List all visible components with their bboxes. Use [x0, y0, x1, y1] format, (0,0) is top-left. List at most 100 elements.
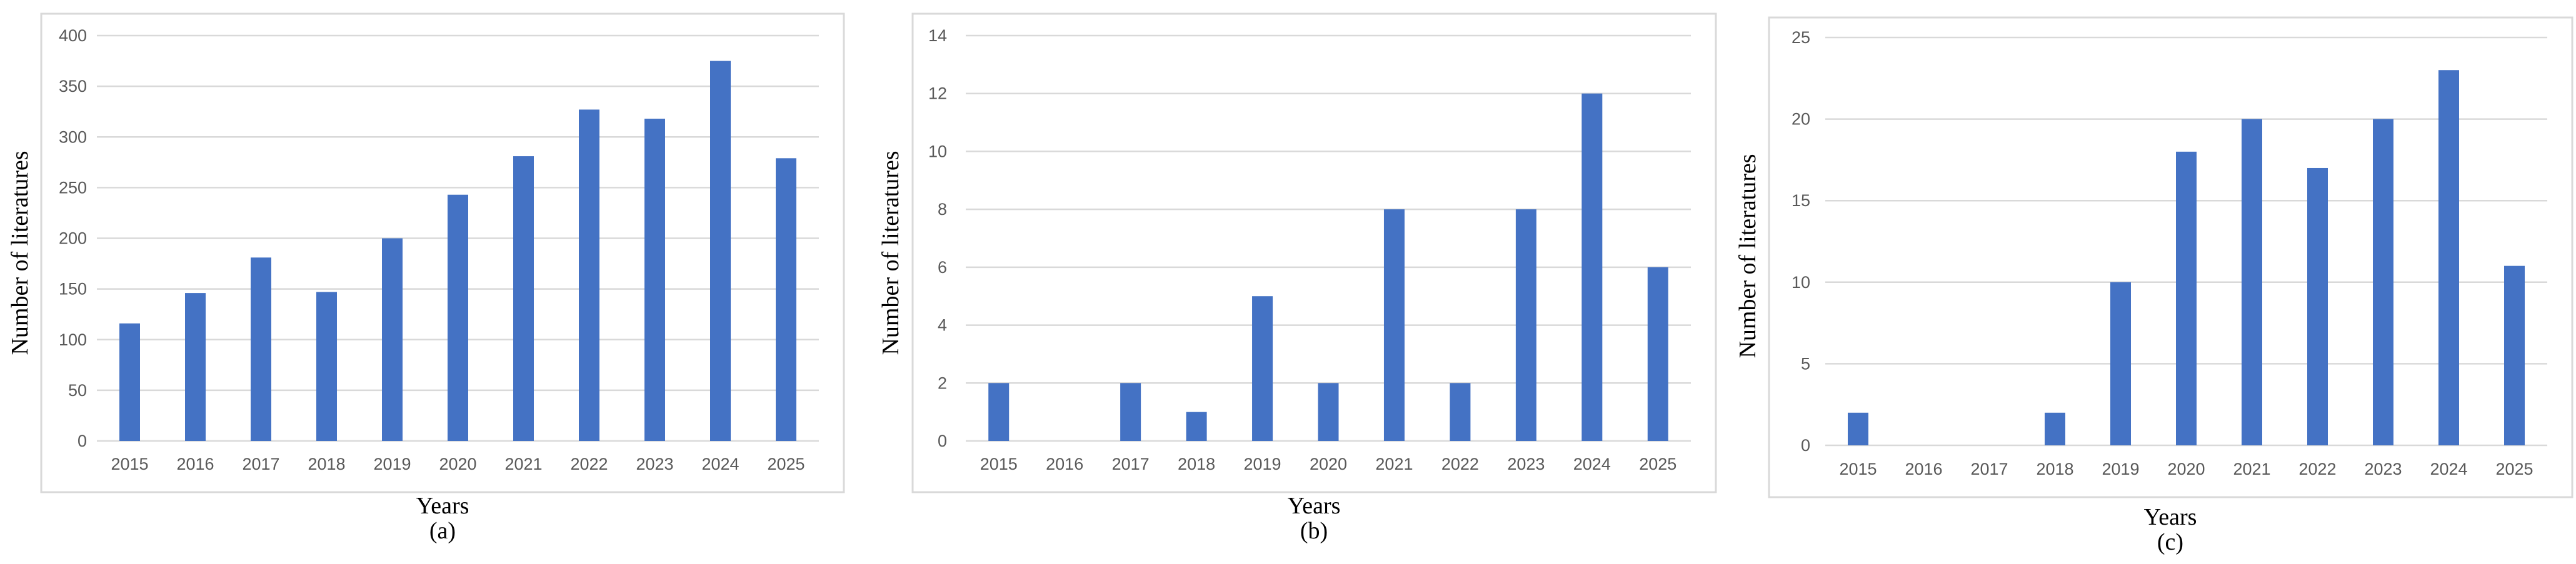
chart-c-bar-2018	[2045, 412, 2065, 445]
chart-b-bar-2022	[1450, 383, 1471, 441]
chart-c-frame	[1768, 16, 2573, 498]
chart-c-x-tick-label: 2023	[2364, 460, 2402, 478]
chart-a-bar-2024	[710, 61, 731, 441]
chart-c-bars	[1848, 70, 2525, 446]
chart-b-y-tick-label: 12	[928, 84, 947, 103]
chart-b-bar-2015	[988, 383, 1010, 441]
chart-b-y-ticks: 0 2 4 6 8 10 12 14	[928, 26, 947, 450]
chart-panel-b: 0 2 4 6 8 10 12 14 2015 2016 2017 2018 2019 2020 2021…	[878, 12, 1717, 544]
chart-c-bar-2015	[1848, 412, 1868, 445]
chart-c-x-tick-label: 2024	[2430, 460, 2467, 478]
chart-a-bar-2023	[644, 119, 665, 442]
chart-a-bar-2015	[119, 323, 140, 441]
chart-b-bar-2023	[1515, 209, 1536, 441]
chart-c-y-axis-title: Number of literatures	[1735, 154, 1761, 358]
chart-b-x-tick-label: 2022	[1441, 455, 1479, 473]
chart-c-panel-label: (c)	[2157, 529, 2183, 555]
chart-a-y-tick-label: 0	[78, 432, 87, 450]
chart-a-bar-2019	[382, 238, 403, 441]
chart-a-y-axis-title: Number of literatures	[7, 151, 33, 355]
chart-b-y-tick-label: 2	[938, 374, 947, 392]
chart-b-bar-2024	[1581, 93, 1603, 441]
chart-c-bar-2022	[2307, 167, 2328, 445]
chart-a-x-tick-label: 2023	[636, 455, 673, 473]
chart-a-x-tick-label: 2016	[176, 455, 214, 473]
chart-c-y-ticks: 0 5 10 15 20 25	[1792, 28, 1810, 455]
chart-b-bar-2020	[1318, 383, 1339, 441]
chart-c-bar-2019	[2110, 282, 2131, 445]
chart-a-bar-2017	[251, 257, 271, 441]
chart-c-x-tick-label: 2018	[2036, 460, 2073, 478]
chart-c-y-tick-label: 25	[1792, 28, 1810, 47]
chart-a-x-tick-label: 2022	[570, 455, 608, 473]
chart-c-bar-2021	[2242, 119, 2262, 446]
chart-c-y-tick-label: 10	[1792, 273, 1810, 292]
chart-b-x-tick-label: 2017	[1112, 455, 1150, 473]
chart-a-y-ticks: 0 50 100 150 200 250 300 350 400	[59, 26, 87, 450]
chart-b-bar-2025	[1647, 267, 1668, 441]
chart-a-x-tick-label: 2015	[111, 455, 148, 473]
chart-c-bar-2020	[2176, 151, 2197, 445]
chart-c-y-tick-label: 0	[1801, 436, 1810, 455]
chart-c-x-tick-label: 2016	[1905, 460, 1942, 478]
chart-a-x-tick-label: 2021	[504, 455, 542, 473]
chart-a-bar-2025	[776, 158, 796, 441]
chart-b-y-tick-label: 6	[938, 258, 947, 277]
chart-c-y-tick-label: 20	[1792, 110, 1810, 129]
chart-b-bar-2021	[1383, 209, 1405, 441]
chart-c-x-axis-title: Years	[2144, 504, 2197, 530]
chart-a-bar-2021	[513, 156, 534, 441]
chart-b-x-tick-label: 2019	[1244, 455, 1281, 473]
chart-a-y-tick-label: 300	[59, 127, 87, 146]
chart-a-x-tick-label: 2025	[767, 455, 804, 473]
chart-c-x-tick-label: 2017	[1970, 460, 2008, 478]
chart-a-y-tick-label: 250	[59, 178, 87, 197]
chart-b-y-tick-label: 10	[928, 142, 947, 161]
chart-a-x-tick-label: 2024	[701, 455, 739, 473]
chart-a-x-ticks: 2015 2016 2017 2018 2019 2020 2021 2022 2023 2024…	[111, 455, 804, 473]
chart-a-y-tick-label: 350	[59, 77, 87, 96]
chart-c-y-tick-label: 15	[1792, 191, 1810, 210]
chart-b-x-axis-title: Years	[1288, 493, 1341, 519]
chart-a-x-tick-label: 2019	[373, 455, 411, 473]
chart-a-y-tick-label: 50	[68, 381, 87, 400]
chart-c-x-tick-label: 2021	[2233, 460, 2270, 478]
chart-b-y-tick-label: 8	[938, 200, 947, 219]
chart-b-bar-2019	[1252, 296, 1273, 441]
chart-a-bar-2018	[316, 292, 337, 441]
chart-b-x-tick-label: 2023	[1507, 455, 1545, 473]
chart-c-x-tick-label: 2015	[1839, 460, 1877, 478]
chart-a-gridlines	[97, 34, 819, 442]
chart-c-y-tick-label: 5	[1801, 354, 1810, 373]
chart-b-bar-2017	[1120, 383, 1141, 441]
chart-b-x-tick-label: 2024	[1573, 455, 1611, 473]
chart-b-y-tick-label: 4	[938, 316, 947, 335]
chart-a-y-tick-label: 150	[59, 280, 87, 299]
chart-b-y-tick-label: 14	[928, 26, 947, 45]
chart-c-bar-2024	[2438, 70, 2459, 446]
chart-c-x-tick-label: 2025	[2495, 460, 2533, 478]
chart-b-bar-2018	[1186, 412, 1207, 441]
chart-b-x-tick-label: 2021	[1375, 455, 1413, 473]
chart-b-x-tick-label: 2020	[1310, 455, 1347, 473]
chart-a-bars	[119, 61, 796, 442]
chart-c-x-tick-label: 2022	[2298, 460, 2336, 478]
chart-c-bar-2025	[2504, 265, 2525, 445]
chart-a-y-tick-label: 100	[59, 330, 87, 349]
chart-c-x-tick-label: 2020	[2167, 460, 2205, 478]
chart-b-x-tick-label: 2025	[1639, 455, 1676, 473]
chart-a-y-tick-label: 200	[59, 229, 87, 248]
chart-b-y-axis-title: Number of literatures	[878, 151, 904, 355]
chart-b-x-tick-label: 2015	[980, 455, 1018, 473]
chart-b-x-tick-label: 2016	[1046, 455, 1083, 473]
chart-a-x-axis-title: Years	[416, 493, 469, 519]
chart-a-x-tick-label: 2017	[242, 455, 279, 473]
chart-c-bar-2023	[2373, 119, 2393, 446]
chart-a-x-tick-label: 2018	[308, 455, 345, 473]
chart-a-x-tick-label: 2020	[439, 455, 476, 473]
chart-b-x-tick-label: 2018	[1178, 455, 1215, 473]
chart-a-bar-2016	[185, 293, 206, 441]
